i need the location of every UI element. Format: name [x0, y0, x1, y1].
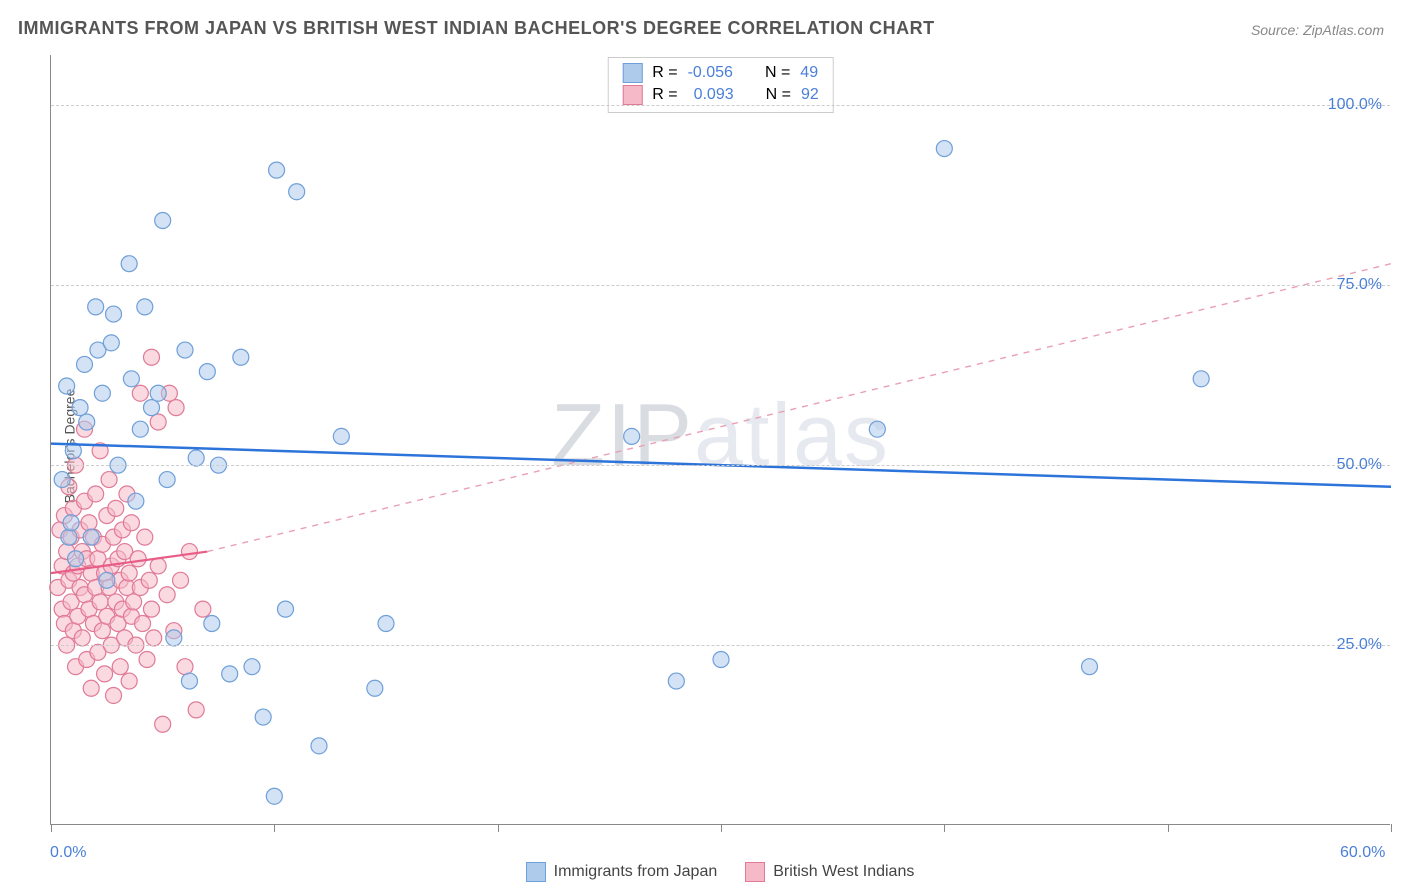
y-tick-label: 75.0% [1337, 276, 1382, 294]
source-attribution: Source: ZipAtlas.com [1251, 22, 1384, 38]
plot-area: ZIPatlas R = -0.056 N = 49 R = 0.093 N =… [50, 55, 1390, 825]
swatch-bwi [622, 85, 642, 105]
r-value-japan: -0.056 [688, 62, 733, 84]
scatter-svg [51, 55, 1391, 825]
y-tick-label: 25.0% [1337, 636, 1382, 654]
n-value-bwi: 92 [801, 84, 819, 106]
swatch-japan [526, 862, 546, 882]
legend-item-bwi: British West Indians [745, 862, 914, 882]
legend-row-bwi: R = 0.093 N = 92 [622, 84, 819, 106]
r-value-bwi: 0.093 [688, 84, 734, 106]
swatch-japan [622, 63, 642, 83]
chart-container: IMMIGRANTS FROM JAPAN VS BRITISH WEST IN… [0, 0, 1406, 892]
n-label: N = [765, 62, 790, 84]
n-label: N = [766, 84, 791, 106]
series-legend: Immigrants from Japan British West India… [50, 862, 1390, 882]
legend-label-japan: Immigrants from Japan [554, 863, 718, 881]
chart-title: IMMIGRANTS FROM JAPAN VS BRITISH WEST IN… [18, 18, 935, 39]
r-label: R = [652, 84, 677, 106]
legend-label-bwi: British West Indians [773, 863, 914, 881]
x-axis-min-label: 0.0% [50, 844, 86, 862]
r-label: R = [652, 62, 677, 84]
n-value-japan: 49 [800, 62, 818, 84]
legend-row-japan: R = -0.056 N = 49 [622, 62, 819, 84]
swatch-bwi [745, 862, 765, 882]
legend-item-japan: Immigrants from Japan [526, 862, 718, 882]
x-axis-max-label: 60.0% [1340, 844, 1385, 862]
y-tick-label: 100.0% [1328, 96, 1382, 114]
y-tick-label: 50.0% [1337, 456, 1382, 474]
